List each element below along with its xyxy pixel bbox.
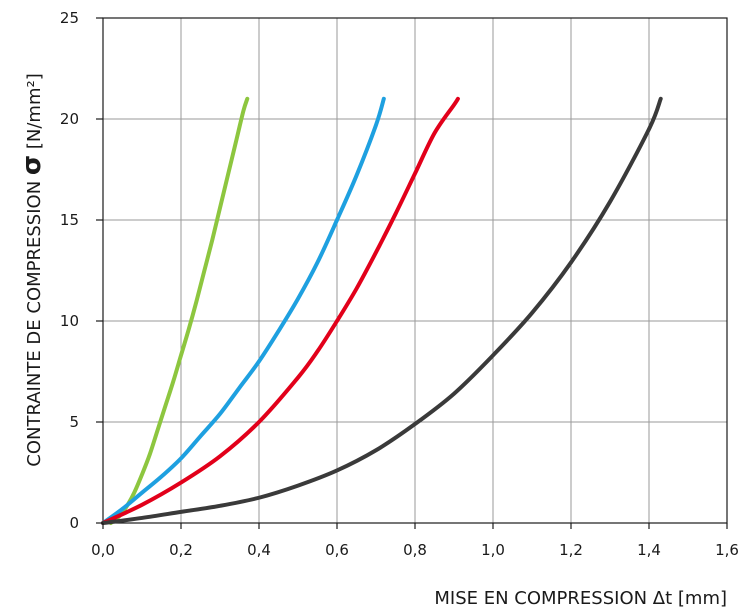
y-tick-label: 25 [60,9,79,27]
x-tick-label: 0,6 [325,541,349,559]
x-tick-label: 0,4 [247,541,271,559]
grid [103,18,727,523]
x-tick-label: 1,2 [559,541,583,559]
y-tick-label: 15 [60,211,79,229]
series-line-3 [101,96,460,525]
y-tick-label: 20 [60,110,79,128]
series-line-2 [101,96,386,525]
y-axis-title: CONTRAINTE DE COMPRESSION σ [N/mm²] [17,73,47,466]
series-line-1 [108,96,250,525]
y-tick-label: 10 [60,312,79,330]
x-axis-title: MISE EN COMPRESSION Δt [mm] [434,588,727,609]
y-axis-title-sigma: σ [17,155,47,175]
y-tick-label: 0 [69,514,79,532]
y-tick-label: 5 [69,413,79,431]
y-axis-title-suffix: [N/mm²] [24,73,45,155]
x-tick-label: 0,2 [169,541,193,559]
series-layer [101,96,663,525]
x-tick-label: 1,6 [715,541,739,559]
x-tick-label: 1,0 [481,541,505,559]
x-tick-label: 0,0 [91,541,115,559]
x-tick-label: 1,4 [637,541,661,559]
x-axis-ticks: 0,0 0,2 0,4 0,6 0,8 1,0 1,2 1,4 1,6 [91,523,739,559]
series-line-4 [101,96,663,525]
y-axis-ticks: 0 5 10 15 20 25 [60,9,103,532]
y-axis-title-prefix: CONTRAINTE DE COMPRESSION [24,175,45,467]
x-tick-label: 0,8 [403,541,427,559]
